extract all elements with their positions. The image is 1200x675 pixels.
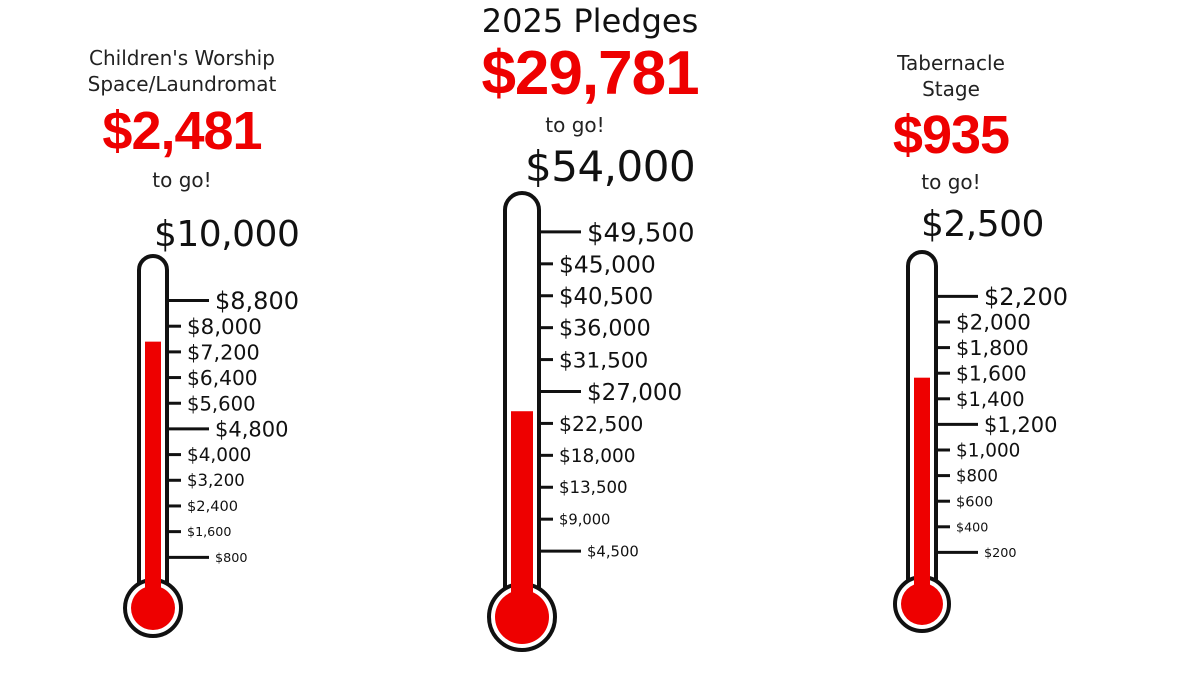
thermometer-1-to-go: to go! [152, 168, 212, 192]
thermometer-3-title-line-1: Tabernacle [897, 51, 1005, 75]
thermometer-3-tick-label: $2,000 [956, 311, 1031, 336]
thermometer-1-tick-label: $800 [215, 551, 248, 566]
thermometer-3-tick-label: $400 [956, 519, 988, 534]
thermometer-1-fill [145, 341, 161, 608]
thermometer-3-to-go: to go! [921, 170, 981, 194]
thermometer-3-bulb-fill [901, 583, 943, 625]
thermometer-2-fill [511, 411, 533, 617]
thermometer-1-bulb-fill [131, 586, 175, 630]
thermometer-2-tick-label: $36,000 [559, 316, 651, 342]
thermometer-3-tick-label: $1,800 [956, 336, 1029, 360]
thermometer-3-remaining: $935 [892, 105, 1010, 165]
thermometer-3-goal: $2,500 [921, 204, 1044, 245]
main-title: 2025 Pledges [481, 2, 699, 40]
thermometer-1-tick-label: $4,000 [187, 445, 251, 466]
thermometer-3-tick-label: $1,400 [956, 388, 1025, 411]
thermometer-3-title-line-2: Stage [922, 77, 980, 101]
thermometer-2-tick-label: $22,500 [559, 412, 643, 436]
thermometer-1-title: Children's Worship Space/Laundromat [88, 45, 277, 97]
thermometer-2-tick-label: $27,000 [587, 380, 682, 406]
thermometer-3-tick-label: $1,200 [984, 413, 1057, 437]
thermometer-3-tick-label: $800 [956, 467, 998, 486]
thermometer-1-tick-label: $8,000 [187, 315, 262, 340]
thermometer-1-tick-label: $8,800 [215, 287, 299, 315]
thermometer-2-tick-label: $49,500 [587, 218, 695, 248]
thermometer-2-tick-label: $9,000 [559, 511, 610, 528]
thermometer-3-tick-label: $1,000 [956, 441, 1020, 462]
thermometer-2-remaining: $29,781 [481, 39, 699, 108]
thermometer-3-tick-label: $200 [984, 546, 1017, 561]
thermometer-2-bulb-fill [495, 590, 549, 644]
thermometer-2-tick-label: $4,500 [587, 543, 639, 560]
thermometer-2-tick-label: $18,000 [559, 446, 636, 467]
thermometer-1-tick-label: $5,600 [187, 392, 256, 415]
thermometer-1-tick-label: $7,200 [187, 340, 260, 364]
thermometer-3-tick-label: $2,200 [984, 283, 1068, 311]
thermometer-1-tick-label: $4,800 [215, 417, 288, 441]
thermometer-1-tick-label: $2,400 [187, 498, 238, 515]
thermometer-1-remaining: $2,481 [102, 101, 262, 161]
thermometer-1-tick-label: $3,200 [187, 471, 245, 490]
thermometer-3-fill [914, 377, 930, 604]
thermometer-1-tick-label: $1,600 [187, 524, 231, 539]
thermometer-3-title: Tabernacle Stage [897, 50, 1005, 102]
thermometer-1-goal: $10,000 [154, 214, 300, 255]
thermometer-2-to-go: to go! [545, 113, 605, 137]
thermometer-2-tick-label: $13,500 [559, 478, 628, 497]
thermometer-2-goal: $54,000 [525, 142, 696, 191]
thermometer-1-title-line-1: Children's Worship [89, 46, 275, 70]
thermometer-3-tick-label: $600 [956, 493, 993, 510]
thermometer-1-tick-label: $6,400 [187, 366, 258, 390]
thermometer-1-title-line-2: Space/Laundromat [87, 72, 277, 96]
thermometer-2-tick-label: $40,500 [559, 284, 653, 310]
thermometer-3-tick-label: $1,600 [956, 361, 1027, 385]
thermometer-2-tick-label: $45,000 [559, 250, 656, 278]
thermometer-2-tick-label: $31,500 [559, 348, 648, 373]
